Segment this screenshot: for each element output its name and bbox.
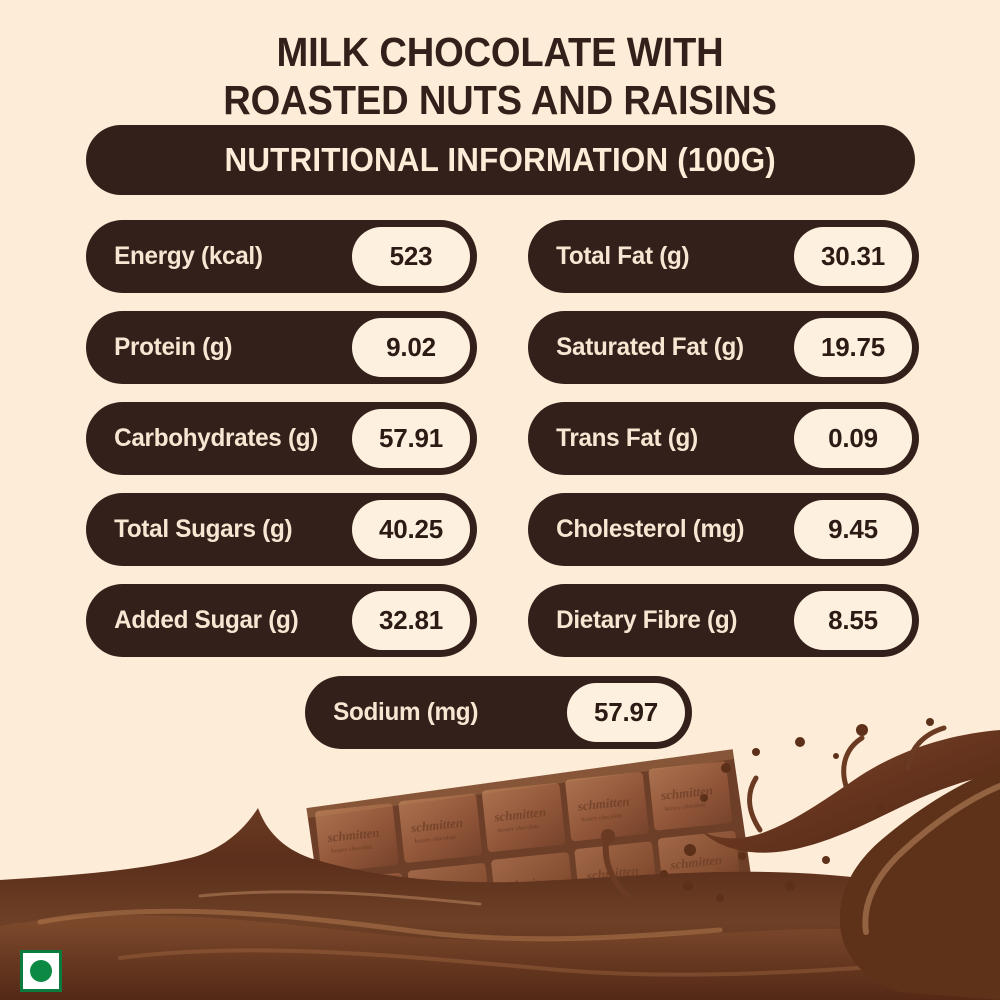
nutrition-row: Total Fat (g) 30.31	[528, 220, 919, 293]
svg-text:schmitten: schmitten	[493, 804, 547, 824]
nutrient-label: Cholesterol (mg)	[556, 515, 745, 543]
nutrient-value: 9.45	[828, 514, 878, 544]
nutrient-value-pill: 40.25	[352, 500, 470, 559]
nutrition-row: Dietary Fibre (g) 8.55	[528, 584, 919, 657]
page-title: MILK CHOCOLATE WITH ROASTED NUTS AND RAI…	[35, 28, 965, 124]
nutrition-row: Cholesterol (mg) 9.45	[528, 493, 919, 566]
title-line-2: ROASTED NUTS AND RAISINS	[223, 77, 777, 123]
svg-text:schmitten: schmitten	[669, 852, 723, 872]
nutrient-label: Protein (g)	[114, 333, 233, 361]
svg-text:luxury chocolate: luxury chocolate	[498, 824, 540, 834]
nutrition-left-column: Energy (kcal) 523 Protein (g) 9.02 Carbo…	[86, 220, 477, 675]
chocolate-artwork: schmitten luxury chocolate schmitten lux…	[0, 690, 1000, 1000]
svg-text:luxury chocolate: luxury chocolate	[414, 835, 456, 845]
nutrient-label: Total Sugars (g)	[114, 515, 293, 543]
nutrient-label: Total Fat (g)	[556, 242, 690, 270]
nutrient-value-pill: 523	[352, 227, 470, 286]
nutrition-row-sodium: Sodium (mg) 57.97	[305, 676, 692, 749]
chocolate-wave	[0, 808, 1000, 1000]
nutrient-value: 8.55	[828, 605, 878, 635]
nutrient-label: Dietary Fibre (g)	[556, 606, 738, 634]
nutrient-value: 32.81	[378, 605, 444, 635]
nutrient-value-pill: 30.31	[794, 227, 912, 286]
nutrient-value: 523	[389, 241, 433, 271]
nutrient-value-pill: 0.09	[794, 409, 912, 468]
nutrient-value: 40.25	[378, 514, 444, 544]
nutrient-value-pill: 8.55	[794, 591, 912, 650]
nutrition-row: Carbohydrates (g) 57.91	[86, 402, 477, 475]
svg-text:schmitten: schmitten	[326, 825, 380, 845]
nutrient-value-pill: 57.91	[352, 409, 470, 468]
nutrition-row: Added Sugar (g) 32.81	[86, 584, 477, 657]
nutrition-right-column: Total Fat (g) 30.31 Saturated Fat (g) 19…	[528, 220, 919, 675]
nutrient-value: 57.97	[593, 697, 659, 727]
nutrition-footer-row-wrap: Sodium (mg) 57.97	[305, 676, 692, 749]
nutrition-row: Total Sugars (g) 40.25	[86, 493, 477, 566]
svg-text:schmitten: schmitten	[576, 793, 630, 813]
svg-text:luxury chocolate: luxury chocolate	[664, 802, 706, 812]
svg-text:luxury chocolate: luxury chocolate	[581, 813, 623, 823]
vegetarian-mark-icon	[20, 950, 62, 992]
nutrient-label: Sodium (mg)	[333, 698, 479, 726]
nutrient-value-pill: 32.81	[352, 591, 470, 650]
svg-text:schmitten: schmitten	[409, 815, 463, 835]
nutrient-value-pill: 9.45	[794, 500, 912, 559]
nutrition-row: Protein (g) 9.02	[86, 311, 477, 384]
nutrient-value: 9.02	[386, 332, 436, 362]
nutrient-label: Trans Fat (g)	[556, 424, 698, 452]
chocolate-splash	[601, 718, 1000, 1000]
nutrient-value: 19.75	[820, 332, 886, 362]
nutrition-row: Trans Fat (g) 0.09	[528, 402, 919, 475]
nutrient-label: Saturated Fat (g)	[556, 333, 744, 361]
nutrient-label: Carbohydrates (g)	[114, 424, 319, 452]
nutrient-value-pill: 9.02	[352, 318, 470, 377]
nutrient-value-pill: 19.75	[794, 318, 912, 377]
nutrient-value: 0.09	[828, 423, 878, 453]
nutrient-label: Energy (kcal)	[114, 242, 263, 270]
vegetarian-dot	[30, 960, 52, 982]
nutrient-value-pill: 57.97	[567, 683, 685, 742]
nutrient-value: 57.91	[378, 423, 444, 453]
nutrient-label: Added Sugar (g)	[114, 606, 299, 634]
nutrient-value: 30.31	[820, 241, 886, 271]
nutrition-row: Energy (kcal) 523	[86, 220, 477, 293]
svg-text:luxury chocolate: luxury chocolate	[331, 844, 373, 854]
nutrition-row: Saturated Fat (g) 19.75	[528, 311, 919, 384]
nutrition-header-banner: NUTRITIONAL INFORMATION (100G)	[86, 125, 915, 195]
nutrition-header-text: NUTRITIONAL INFORMATION (100G)	[224, 141, 777, 178]
title-line-1: MILK CHOCOLATE WITH	[276, 29, 724, 75]
